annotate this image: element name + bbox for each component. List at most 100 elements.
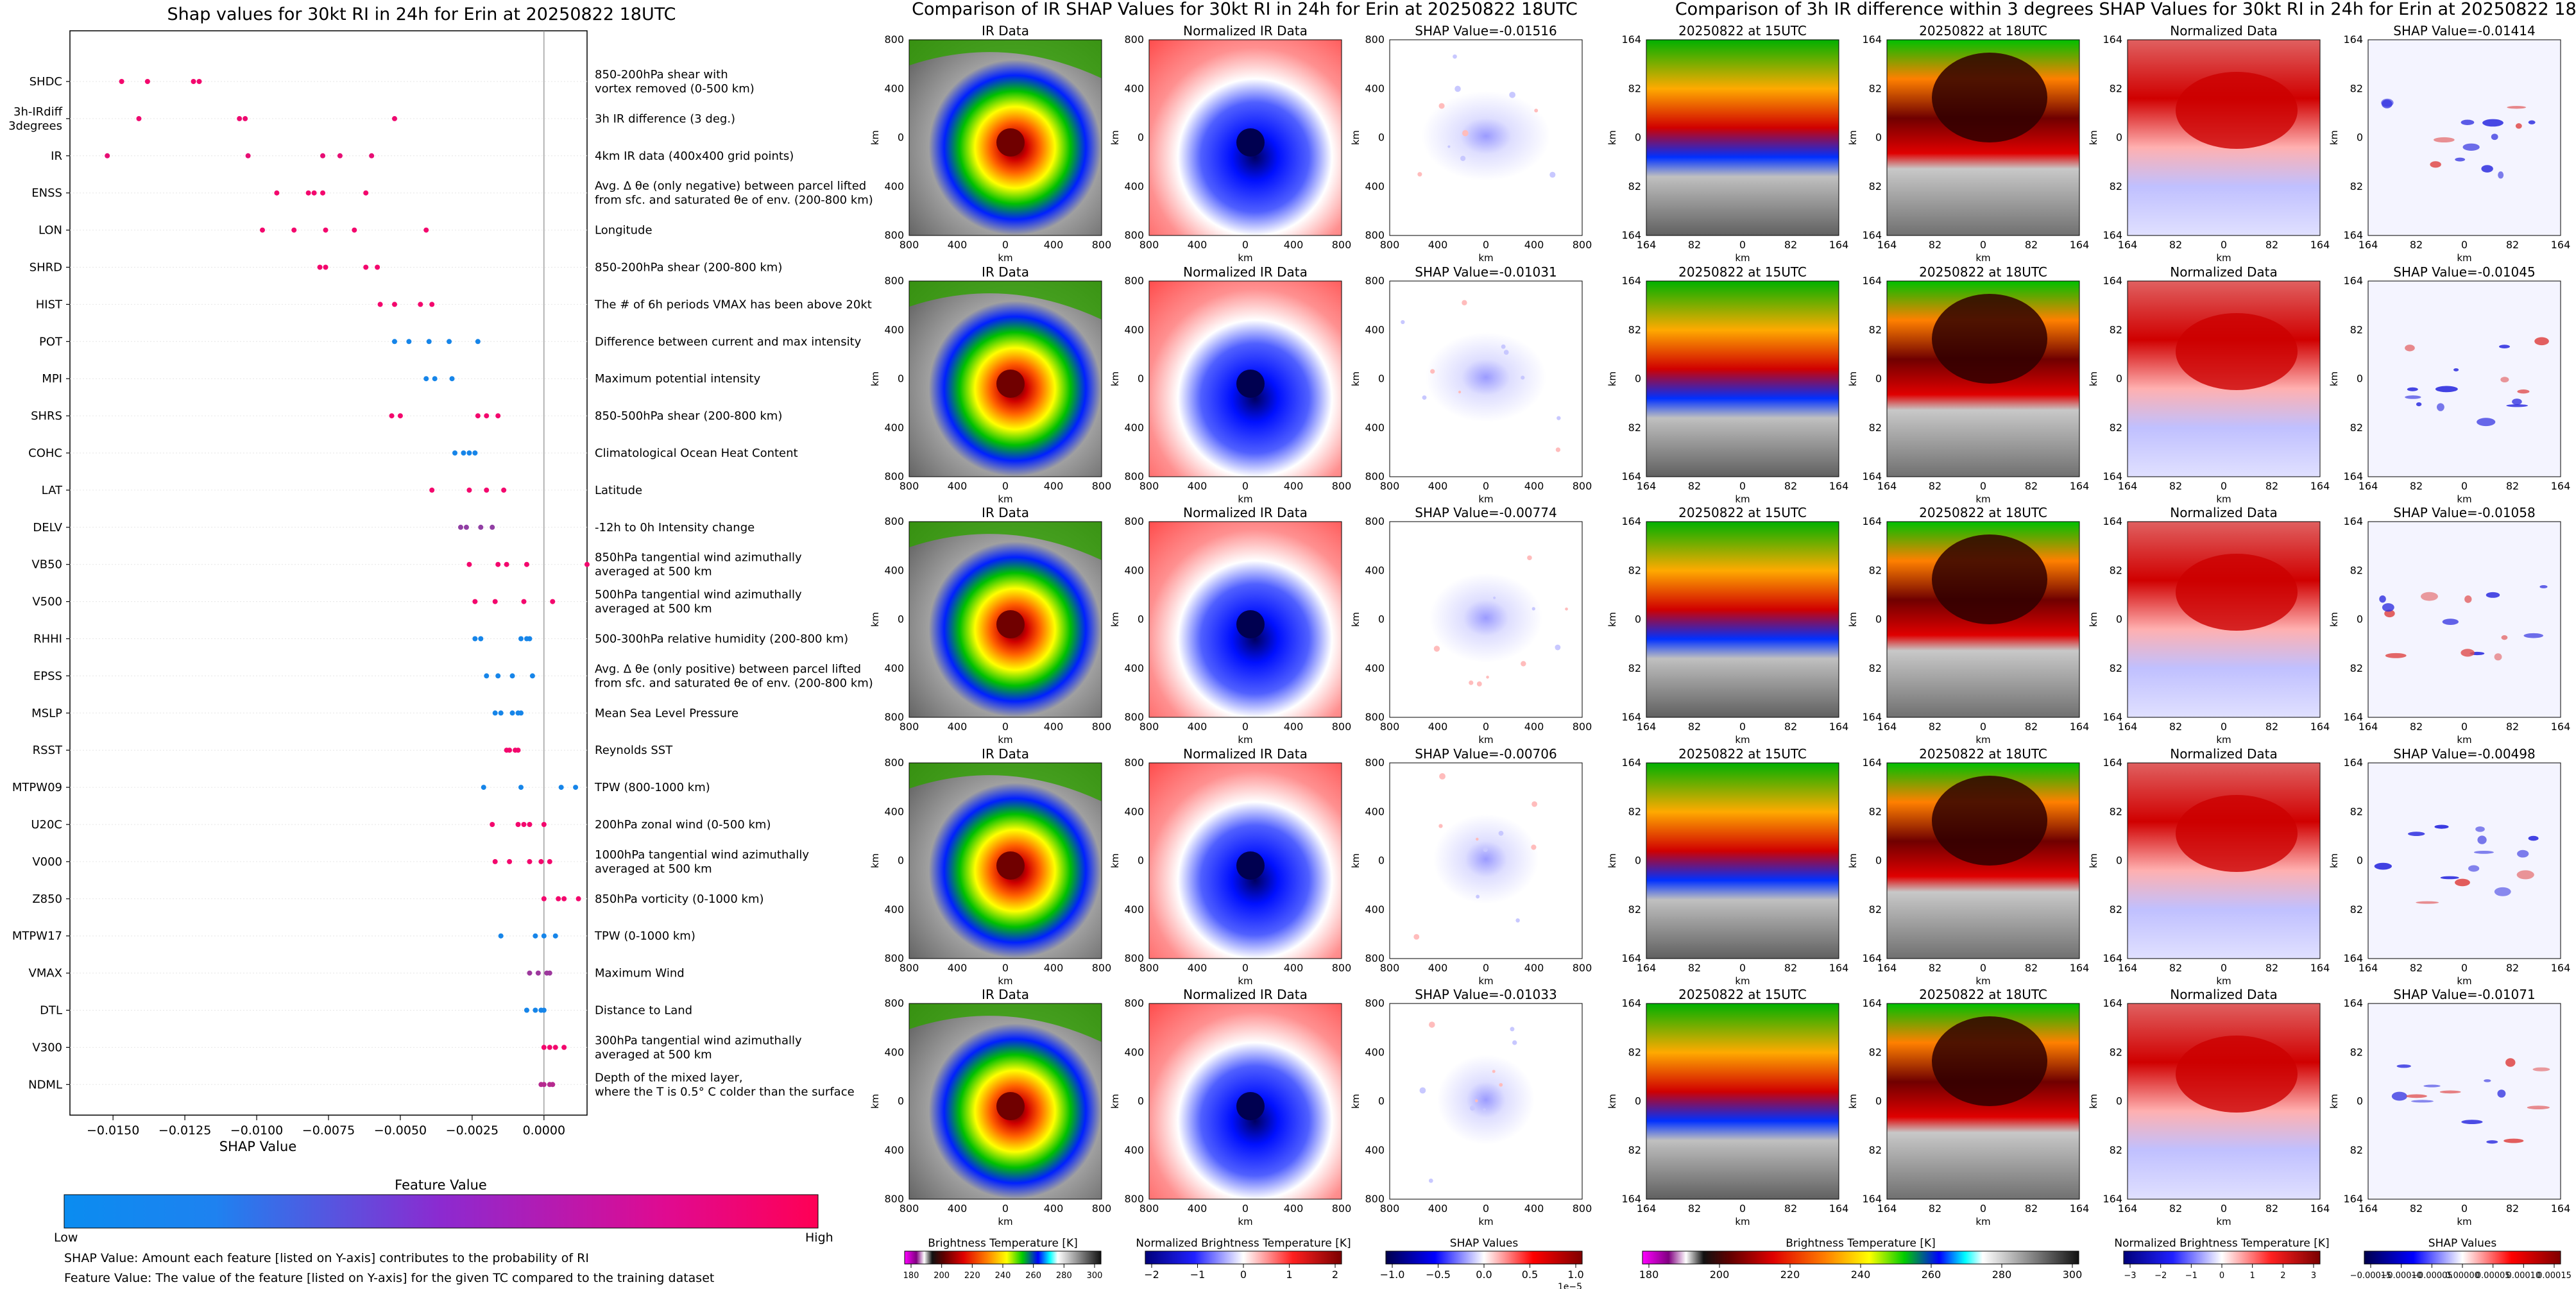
x-tick-label: 82: [1688, 239, 1701, 251]
x-tick-label: 82: [1688, 962, 1701, 974]
y-tick-label: 0: [1875, 855, 1882, 867]
colorbar-tick-label: 180: [1639, 1268, 1659, 1281]
y-tick-label: 400: [1365, 1046, 1385, 1058]
shap-speck: [1499, 1082, 1503, 1087]
shap-point: [535, 970, 541, 976]
shap-point: [507, 747, 513, 753]
x-axis-label: km: [2216, 493, 2231, 505]
y-tick-label: 82: [1628, 82, 1641, 94]
x-tick-label: −0.0050: [374, 1123, 427, 1138]
x-tick-label: 82: [2265, 721, 2278, 733]
x-tick-label: 0: [1002, 239, 1009, 251]
shap-point: [541, 1007, 547, 1013]
x-tick-label: 164: [2358, 962, 2378, 974]
y-tick-label: 400: [1124, 1046, 1144, 1058]
x-axis-label: km: [1735, 975, 1750, 987]
x-tick-label: 0: [2221, 480, 2227, 492]
shap-point: [423, 227, 429, 233]
feature-description: 300hPa tangential wind azimuthally averag…: [595, 1034, 802, 1061]
x-tick-label: 0: [1739, 721, 1746, 733]
y-tick-label: 400: [884, 564, 904, 576]
shap-point: [472, 450, 478, 456]
diff-15utc-image: [1646, 1003, 1839, 1199]
shap-point: [509, 673, 515, 679]
x-tick-label: 164: [2551, 239, 2571, 251]
shap-point: [461, 450, 466, 456]
shap-point: [391, 302, 397, 307]
colorbar-tick-label: 280: [1056, 1271, 1072, 1281]
colorbar-tick-label: −2: [2154, 1271, 2167, 1281]
y-tick-label: 164: [2343, 756, 2363, 769]
colorbar-tick-label: 200: [1710, 1268, 1730, 1281]
feature-code-label: EPSS: [33, 669, 62, 683]
shap-point: [490, 524, 495, 530]
shap-speck: [1458, 390, 1462, 394]
feature-description: 4km IR data (400x400 grid points): [595, 149, 794, 163]
feature-description: The # of 6h periods VMAX has been above …: [594, 298, 872, 311]
colorbar-tick-label: 0.00000: [2445, 1271, 2480, 1281]
diff-shap-blob: [2499, 345, 2510, 348]
y-tick-label: 164: [2103, 515, 2122, 527]
y-tick-label: 800: [1365, 1193, 1385, 1205]
x-tick-label: 0.0000: [523, 1123, 565, 1138]
y-tick-label: 400: [1124, 805, 1144, 817]
y-tick-label: 0: [1378, 132, 1385, 144]
x-tick-label: 82: [2025, 480, 2038, 492]
shap-point: [527, 858, 533, 864]
y-axis-label: km: [1109, 1094, 1121, 1109]
colorbar-tick-label: −1.0: [1380, 1268, 1405, 1281]
y-tick-label: 800: [1124, 997, 1144, 1009]
diff-shap-image: [2368, 763, 2561, 959]
diff-shap-blob: [2475, 826, 2485, 832]
diff-normalized-title: Normalized Data: [2170, 23, 2278, 38]
x-tick-label: 82: [2169, 239, 2182, 251]
x-tick-label: 164: [2310, 239, 2330, 251]
shap-point: [501, 487, 507, 493]
shap-point: [466, 487, 472, 493]
shap-point: [119, 79, 124, 84]
shap-speck: [1460, 155, 1466, 161]
x-tick-label: 82: [2025, 962, 2038, 974]
x-tick-label: 800: [1380, 480, 1400, 492]
shap-speck: [1509, 91, 1516, 98]
y-tick-label: 0: [1875, 373, 1882, 385]
x-tick-label: 400: [1044, 962, 1064, 974]
shap-point: [311, 190, 317, 196]
shap-point: [352, 227, 357, 233]
y-tick-label: 0: [1875, 132, 1882, 144]
y-axis-label: km: [869, 130, 881, 145]
y-tick-label: 82: [1628, 1144, 1641, 1156]
x-tick-label: 0: [1242, 480, 1249, 492]
y-tick-label: 164: [1862, 756, 1882, 769]
x-tick-label: 800: [1139, 721, 1159, 733]
diff-shap-blob: [2379, 595, 2386, 603]
ir-data-title: IR Data: [982, 23, 1029, 38]
shap-speck: [1413, 934, 1420, 940]
diff-shap-blob: [2534, 337, 2549, 346]
shap-speck: [1555, 447, 1561, 452]
x-tick-label: 82: [2169, 962, 2182, 974]
shap-point: [561, 896, 567, 901]
colorbar-tick-label: 260: [1922, 1268, 1941, 1281]
diff-shap-blob: [2516, 870, 2534, 880]
y-axis-label: km: [1607, 130, 1618, 145]
y-tick-label: 400: [884, 82, 904, 94]
normalized-ir-title: Normalized IR Data: [1183, 264, 1308, 280]
ir-shap-title: SHAP Value=-0.01516: [1415, 23, 1557, 38]
shap-point: [521, 599, 527, 604]
ir-storm-core: [996, 128, 1025, 157]
diff-shap-blob: [2408, 832, 2425, 837]
x-axis-label: km: [998, 1216, 1012, 1227]
ir-shap-blob: [1426, 332, 1546, 422]
shap-point: [432, 376, 438, 382]
shap-speck: [1531, 844, 1537, 850]
shap-speck: [1527, 555, 1532, 561]
x-tick-label: 800: [1139, 962, 1159, 974]
colorbar-tick-label: −1: [2185, 1271, 2197, 1281]
x-tick-label: 400: [1188, 962, 1207, 974]
diff-shap-blob: [2439, 1090, 2461, 1094]
diff-shap-blob: [2436, 403, 2444, 411]
shap-point: [504, 561, 509, 567]
feature-code-label: ENSS: [31, 187, 62, 200]
